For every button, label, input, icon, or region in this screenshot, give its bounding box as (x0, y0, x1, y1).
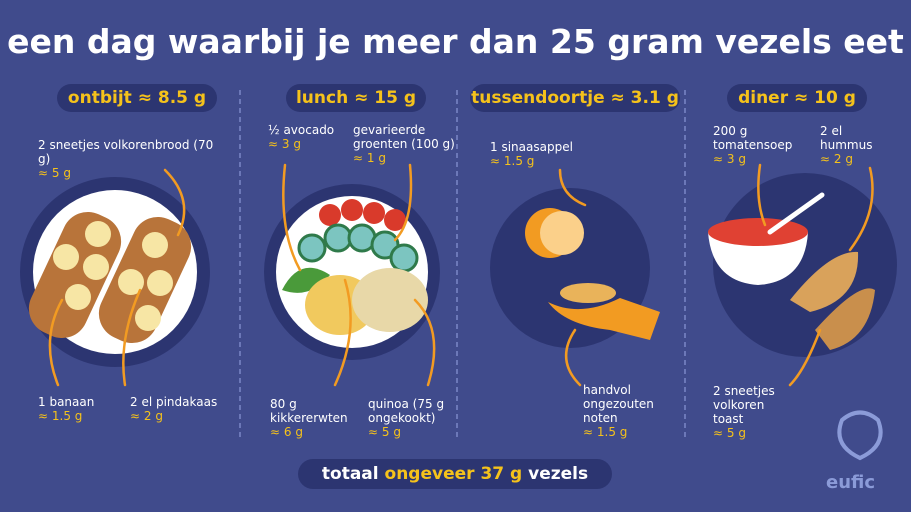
item-label: 80 g kikkererwten (270, 397, 348, 425)
item-label: 2 el pindakaas (130, 395, 218, 409)
meal-heading: diner ≈ 10 g (727, 84, 867, 112)
item-label: 1 sinaasappel (490, 140, 573, 154)
item-label: 1 banaan (38, 395, 95, 409)
item: quinoa (75 g ongekookt) ≈ 5 g (368, 397, 453, 439)
item-amount: ≈ 6 g (270, 425, 303, 439)
lunch-plate (264, 184, 440, 360)
item: 2 sneetjes volkoren toast ≈ 5 g (713, 384, 783, 440)
item-label: gevarieerde groenten (100 g) (353, 123, 455, 151)
item-amount: ≈ 5 g (38, 166, 71, 180)
item-amount: ≈ 3 g (268, 137, 301, 151)
total-amount: ongeveer 37 g (384, 464, 523, 484)
item-label: 2 el hummus (820, 124, 873, 152)
item: 200 g tomatensoep ≈ 3 g (713, 124, 803, 166)
item: ½ avocado ≈ 3 g (268, 123, 348, 151)
item-label: handvol ongezouten noten (583, 383, 654, 425)
item-amount: ≈ 3 g (713, 152, 746, 166)
item-amount: ≈ 5 g (368, 425, 401, 439)
dinner (708, 173, 897, 357)
item-label: 200 g tomatensoep (713, 124, 793, 152)
item: 2 el pindakaas ≈ 2 g (130, 395, 230, 423)
meal-heading: tussendoortje ≈ 3.1 g (470, 84, 680, 112)
meal-heading: ontbijt ≈ 8.5 g (57, 84, 217, 112)
item-amount: ≈ 5 g (713, 426, 746, 440)
total-prefix: totaal (321, 464, 379, 484)
item: gevarieerde groenten (100 g) ≈ 1 g (353, 123, 463, 165)
item: 1 sinaasappel ≈ 1.5 g (490, 140, 600, 168)
item-label: 2 sneetjes volkoren toast (713, 384, 775, 426)
arrows (48, 163, 874, 387)
meal-heading: lunch ≈ 15 g (286, 84, 426, 112)
logo: eufic (826, 472, 876, 493)
item-amount: ≈ 1 g (353, 151, 386, 165)
item-amount: ≈ 2 g (130, 409, 163, 423)
total: totaal ongeveer 37 g vezels (298, 459, 612, 489)
item: handvol ongezouten noten ≈ 1.5 g (583, 383, 663, 439)
snack (490, 188, 660, 348)
item-amount: ≈ 1.5 g (490, 154, 535, 168)
item: 1 banaan ≈ 1.5 g (38, 395, 128, 423)
total-suffix: vezels (528, 464, 589, 484)
item-amount: ≈ 1.5 g (38, 409, 83, 423)
item-label: ½ avocado (268, 123, 335, 137)
item: 2 sneetjes volkorenbrood (70 g) ≈ 5 g (38, 138, 218, 180)
item-amount: ≈ 2 g (820, 152, 853, 166)
item-label: quinoa (75 g ongekookt) (368, 397, 445, 425)
item: 80 g kikkererwten ≈ 6 g (270, 397, 360, 439)
title: een dag waarbij je meer dan 25 gram veze… (7, 22, 904, 61)
item-label: 2 sneetjes volkorenbrood (70 g) (38, 138, 214, 166)
breakfast-plate (20, 177, 210, 367)
item: 2 el hummus ≈ 2 g (820, 124, 890, 166)
logo-icon (837, 410, 883, 461)
dividers (239, 90, 686, 440)
item-amount: ≈ 1.5 g (583, 425, 628, 439)
